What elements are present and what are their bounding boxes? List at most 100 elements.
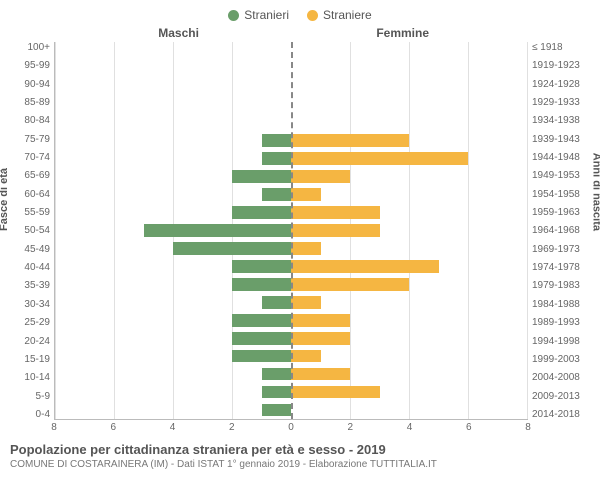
bar-female: [291, 314, 350, 327]
y-tick-age: 0-4: [10, 409, 50, 420]
y-tick-birth: 1979-1983: [532, 280, 590, 291]
bar-male: [262, 386, 292, 399]
bar-male: [262, 296, 292, 309]
y-tick-age: 70-74: [10, 152, 50, 163]
y-tick-birth: 1924-1928: [532, 79, 590, 90]
x-tick: 2: [229, 422, 235, 433]
x-tick: 8: [525, 422, 531, 433]
gridline: [527, 42, 528, 419]
y-tick-birth: 1934-1938: [532, 115, 590, 126]
chart-footer: Popolazione per cittadinanza straniera p…: [10, 442, 590, 470]
y-tick-age: 100+: [10, 42, 50, 53]
y-tick-age: 85-89: [10, 97, 50, 108]
y-tick-birth: 1974-1978: [532, 262, 590, 273]
y-tick-birth: 1984-1988: [532, 299, 590, 310]
chart-subtitle: COMUNE DI COSTARAINERA (IM) - Dati ISTAT…: [10, 459, 590, 470]
x-tick: 4: [170, 422, 176, 433]
y-tick-birth: 2004-2008: [532, 372, 590, 383]
y-tick-age: 45-49: [10, 244, 50, 255]
chart-title: Popolazione per cittadinanza straniera p…: [10, 442, 590, 457]
bar-female: [291, 350, 321, 363]
bar-male: [262, 188, 292, 201]
bar-female: [291, 332, 350, 345]
legend-swatch-female: [307, 10, 318, 21]
legend-item-male: Stranieri: [228, 8, 289, 22]
bar-male: [232, 170, 291, 183]
y-tick-birth: 1919-1923: [532, 60, 590, 71]
x-axis: 8 6 4 2 0 2 4 6 8: [54, 420, 528, 436]
y-tick-age: 60-64: [10, 189, 50, 200]
x-tick: 8: [51, 422, 57, 433]
y-tick-birth: 1939-1943: [532, 134, 590, 145]
bar-female: [291, 206, 380, 219]
y-tick-birth: 1969-1973: [532, 244, 590, 255]
x-tick: 4: [407, 422, 413, 433]
legend-label-male: Stranieri: [244, 8, 289, 22]
y-tick-birth: 1929-1933: [532, 97, 590, 108]
bar-male: [232, 278, 291, 291]
bar-male: [262, 152, 292, 165]
y-tick-age: 30-34: [10, 299, 50, 310]
bar-female: [291, 224, 380, 237]
y-tick-birth: 1989-1993: [532, 317, 590, 328]
y-axis-title-right: Anni di nascita: [590, 153, 600, 231]
x-tick: 6: [466, 422, 472, 433]
legend-label-female: Straniere: [323, 8, 372, 22]
y-tick-birth: 1944-1948: [532, 152, 590, 163]
plot-area: Fasce di età 100+95-9990-9485-8980-8475-…: [10, 42, 590, 420]
y-tick-birth: 1949-1953: [532, 170, 590, 181]
y-axis-right: ≤ 19181919-19231924-19281929-19331934-19…: [528, 42, 590, 420]
y-tick-age: 40-44: [10, 262, 50, 273]
bar-female: [291, 170, 350, 183]
y-tick-age: 15-19: [10, 354, 50, 365]
bar-female: [291, 188, 321, 201]
y-tick-age: 95-99: [10, 60, 50, 71]
y-tick-age: 5-9: [10, 391, 50, 402]
y-tick-age: 20-24: [10, 336, 50, 347]
legend: Stranieri Straniere: [10, 8, 590, 22]
y-tick-age: 65-69: [10, 170, 50, 181]
y-tick-birth: 2014-2018: [532, 409, 590, 420]
gender-labels-row: Maschi Femmine: [54, 26, 528, 42]
y-tick-age: 10-14: [10, 372, 50, 383]
bar-male: [232, 332, 291, 345]
center-line: [291, 42, 293, 419]
population-pyramid-chart: Stranieri Straniere Maschi Femmine Fasce…: [0, 0, 600, 500]
bar-male: [144, 224, 292, 237]
bar-male: [232, 206, 291, 219]
y-tick-age: 25-29: [10, 317, 50, 328]
y-tick-birth: 1959-1963: [532, 207, 590, 218]
legend-swatch-male: [228, 10, 239, 21]
bar-male: [232, 314, 291, 327]
bar-female: [291, 152, 468, 165]
y-tick-age: 50-54: [10, 225, 50, 236]
bar-female: [291, 260, 439, 273]
y-axis-title-left: Fasce di età: [0, 168, 10, 231]
y-tick-birth: 1964-1968: [532, 225, 590, 236]
legend-item-female: Straniere: [307, 8, 372, 22]
y-axis-left: 100+95-9990-9485-8980-8475-7970-7465-696…: [10, 42, 54, 420]
bar-female: [291, 296, 321, 309]
bar-female: [291, 134, 409, 147]
y-tick-birth: 1999-2003: [532, 354, 590, 365]
y-tick-age: 35-39: [10, 280, 50, 291]
x-tick: 2: [347, 422, 353, 433]
bar-male: [232, 350, 291, 363]
bar-male: [262, 368, 292, 381]
label-female: Femmine: [376, 26, 429, 40]
bar-female: [291, 368, 350, 381]
y-tick-age: 90-94: [10, 79, 50, 90]
y-tick-birth: 1994-1998: [532, 336, 590, 347]
x-tick: 6: [110, 422, 116, 433]
bar-male: [262, 404, 292, 417]
bar-female: [291, 386, 380, 399]
bar-male: [173, 242, 291, 255]
label-male: Maschi: [158, 26, 199, 40]
bar-female: [291, 278, 409, 291]
bar-male: [232, 260, 291, 273]
plot: [54, 42, 528, 420]
x-tick: 0: [288, 422, 294, 433]
y-tick-birth: 1954-1958: [532, 189, 590, 200]
y-tick-age: 80-84: [10, 115, 50, 126]
y-tick-birth: 2009-2013: [532, 391, 590, 402]
